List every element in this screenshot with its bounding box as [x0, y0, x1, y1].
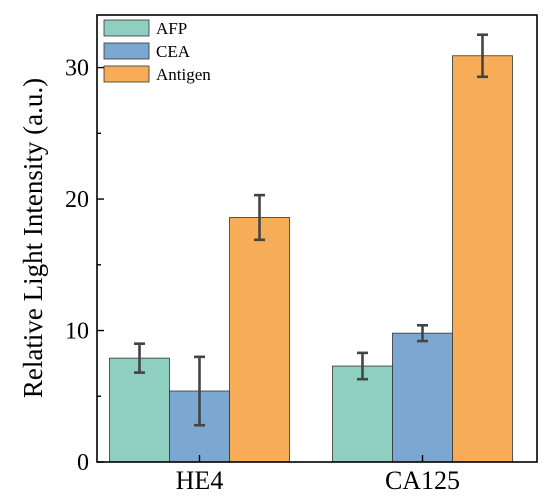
bar-cea-ca125	[392, 332, 453, 463]
x-tick-label-ca125: CA125	[385, 466, 460, 495]
bar-afp-he4	[109, 357, 170, 463]
y-axis-label: Relative Light Intensity (a.u.)	[18, 78, 48, 398]
plot-area: 0 10 20 30 HE4 CA125 AFP CEA Antigen	[65, 14, 538, 495]
legend-swatch-antigen	[103, 65, 150, 83]
legend-swatch-afp	[103, 19, 150, 37]
y-tick-label: 20	[65, 187, 89, 213]
x-tick-label-he4: HE4	[176, 466, 224, 495]
y-tick-label: 0	[77, 450, 89, 476]
legend-swatch-cea	[103, 42, 150, 60]
bar-antigen-he4	[229, 217, 290, 463]
y-tick-label: 30	[65, 56, 89, 82]
legend-label-cea: CEA	[156, 42, 191, 61]
bar-antigen-ca125	[452, 55, 513, 463]
legend-label-antigen: Antigen	[156, 65, 211, 84]
legend-label-afp: AFP	[156, 19, 187, 38]
y-tick-label: 10	[65, 319, 89, 345]
plot-frame	[96, 14, 538, 463]
